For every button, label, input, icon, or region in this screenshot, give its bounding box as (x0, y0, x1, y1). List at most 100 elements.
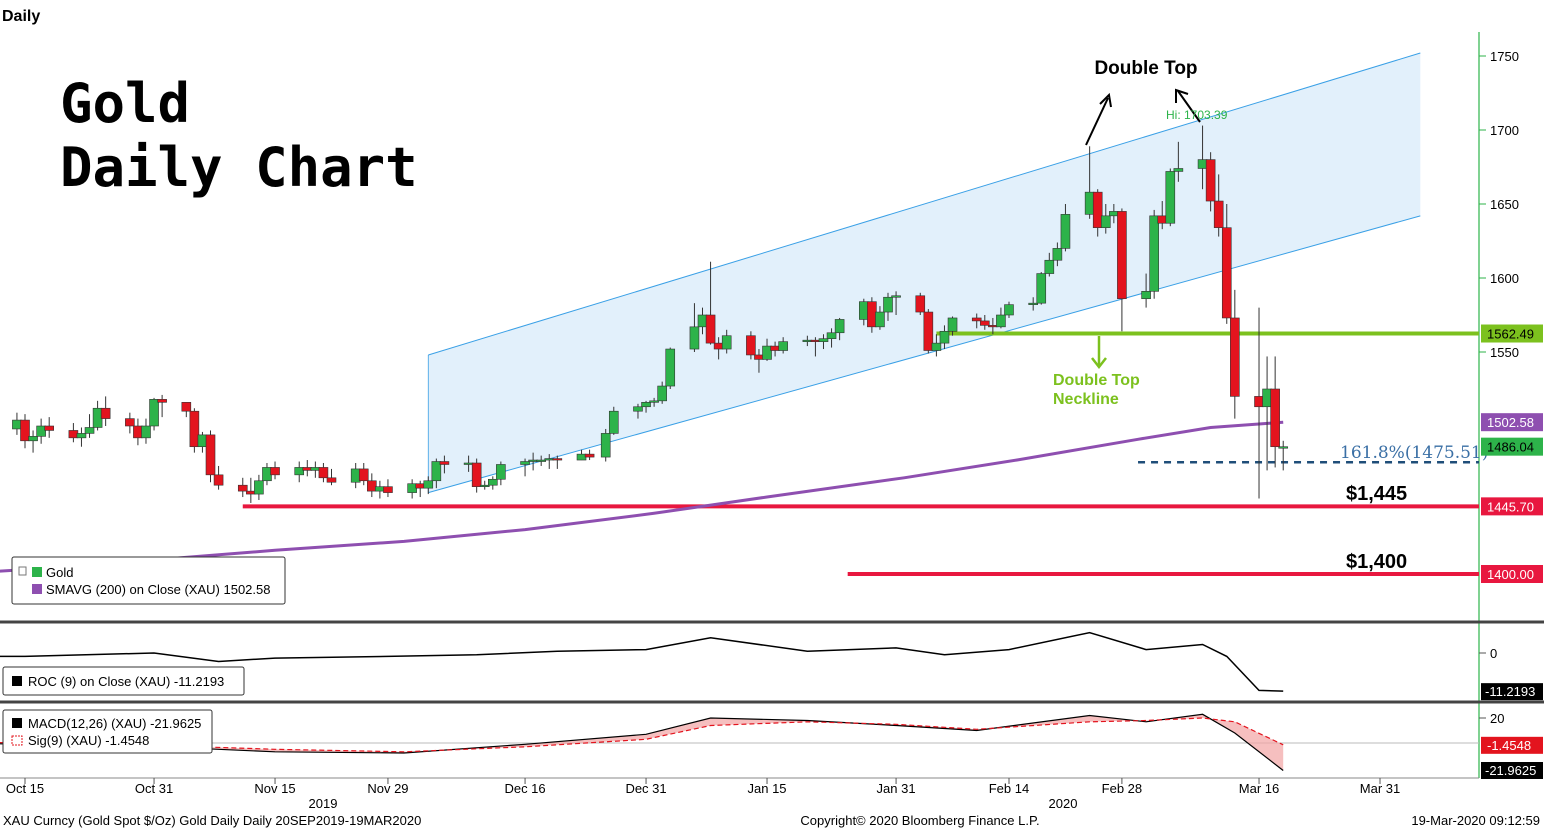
candle (536, 455, 546, 466)
candle-body (358, 468, 369, 482)
candle (270, 461, 280, 480)
macd-tick-label: 20 (1490, 711, 1504, 726)
candle (1278, 440, 1289, 471)
high-label: Hi: 1703.39 (1166, 108, 1228, 122)
candle (141, 418, 151, 444)
candle (125, 412, 135, 434)
candle-body (810, 339, 821, 342)
candle (1165, 168, 1176, 227)
roc-pane: 0 -11.2193 (0, 631, 1543, 701)
candle (705, 261, 716, 345)
candle (181, 402, 192, 418)
candle-body (1028, 302, 1038, 305)
candle (1060, 204, 1071, 252)
candle (1230, 289, 1240, 419)
candle-body (133, 425, 143, 439)
candle-body (834, 319, 845, 334)
candle (608, 406, 619, 435)
x-tick-label: Oct 31 (135, 781, 173, 796)
candle (996, 307, 1006, 329)
price-tag-label: 1445.70 (1487, 499, 1534, 514)
roc-tick-label: 0 (1490, 646, 1497, 661)
candle-body (633, 406, 643, 412)
candle-body (237, 484, 248, 492)
candle (1221, 204, 1232, 324)
channel-lower-line (428, 215, 1421, 494)
candle-body (1254, 396, 1264, 408)
candle-body (383, 486, 393, 493)
candle (36, 418, 46, 444)
candle-body (536, 459, 546, 462)
candle-body (439, 461, 450, 465)
candle-body (1117, 211, 1127, 300)
candle (721, 329, 732, 354)
macd-price-tag-label: -21.9625 (1485, 763, 1536, 778)
candle (778, 337, 788, 354)
candle-body (770, 345, 780, 351)
candle-body (576, 453, 587, 461)
candlesticks (12, 125, 1289, 503)
candle (1004, 301, 1014, 318)
candle-body (415, 483, 426, 489)
channel-upper-line (428, 52, 1421, 356)
double-top-label: Double Top (1094, 58, 1197, 79)
candle (915, 292, 926, 315)
candle-body (157, 399, 167, 403)
candle-body (1036, 273, 1047, 304)
candle (149, 397, 159, 431)
candle (20, 414, 30, 449)
candle-body (915, 295, 926, 313)
candle-body (294, 467, 305, 476)
candle (657, 381, 667, 404)
candle (923, 309, 934, 354)
candle-body (1084, 191, 1095, 215)
neckline-label-1: Double Top (1053, 372, 1140, 389)
candle (875, 306, 885, 330)
candle-body (100, 407, 111, 419)
candle-body (310, 467, 321, 471)
candle (649, 397, 659, 407)
candle-body (125, 418, 135, 427)
candle-body (76, 433, 87, 439)
candle (358, 463, 369, 486)
candle-body (181, 402, 192, 412)
candle-body (996, 314, 1006, 328)
candle-body (689, 326, 700, 350)
candle-body (189, 410, 200, 448)
roc-price-tag-label: -11.2193 (1485, 684, 1535, 699)
chart-title-line-1: Gold (60, 72, 190, 135)
candle-body (520, 461, 530, 465)
double-top-arrowhead-1 (1099, 92, 1112, 108)
candle-body (923, 311, 934, 351)
candle-body (608, 410, 619, 434)
candle-body (778, 341, 788, 351)
x-tick-label: Nov 15 (254, 781, 295, 796)
candle (479, 480, 490, 490)
x-tick-label: Dec 16 (504, 781, 545, 796)
candle (818, 334, 829, 350)
candle-body (1109, 211, 1119, 217)
x-tick-label: Dec 31 (625, 781, 666, 796)
main-legend[interactable]: Gold SMAVG (200) on Close (XAU) 1502.58 (11, 556, 286, 605)
candle (157, 394, 167, 418)
legend-sma: SMAVG (200) on Close (XAU) 1502.58 (46, 582, 270, 597)
candle-body (883, 296, 893, 313)
double-top-arrow-1 (1085, 97, 1109, 146)
candle (939, 325, 950, 350)
candle (439, 455, 450, 474)
level-lines (242, 331, 1479, 576)
candle-body (600, 433, 611, 458)
candle (1092, 189, 1103, 237)
macd-legend[interactable]: MACD(12,26) (XAU) -21.9625 Sig(9) (XAU) … (2, 709, 213, 754)
candle (205, 430, 216, 483)
candle (689, 303, 700, 352)
x-tick-label: Feb 28 (1102, 781, 1142, 796)
candle (1141, 273, 1151, 308)
x-tick-label: Mar 16 (1239, 781, 1279, 796)
candle-body (665, 348, 676, 387)
candle (891, 291, 901, 315)
candle-body (1149, 215, 1159, 292)
candle (471, 458, 482, 493)
roc-legend[interactable]: ROC (9) on Close (XAU) -11.2193 (2, 666, 245, 696)
candle-body (246, 490, 256, 495)
